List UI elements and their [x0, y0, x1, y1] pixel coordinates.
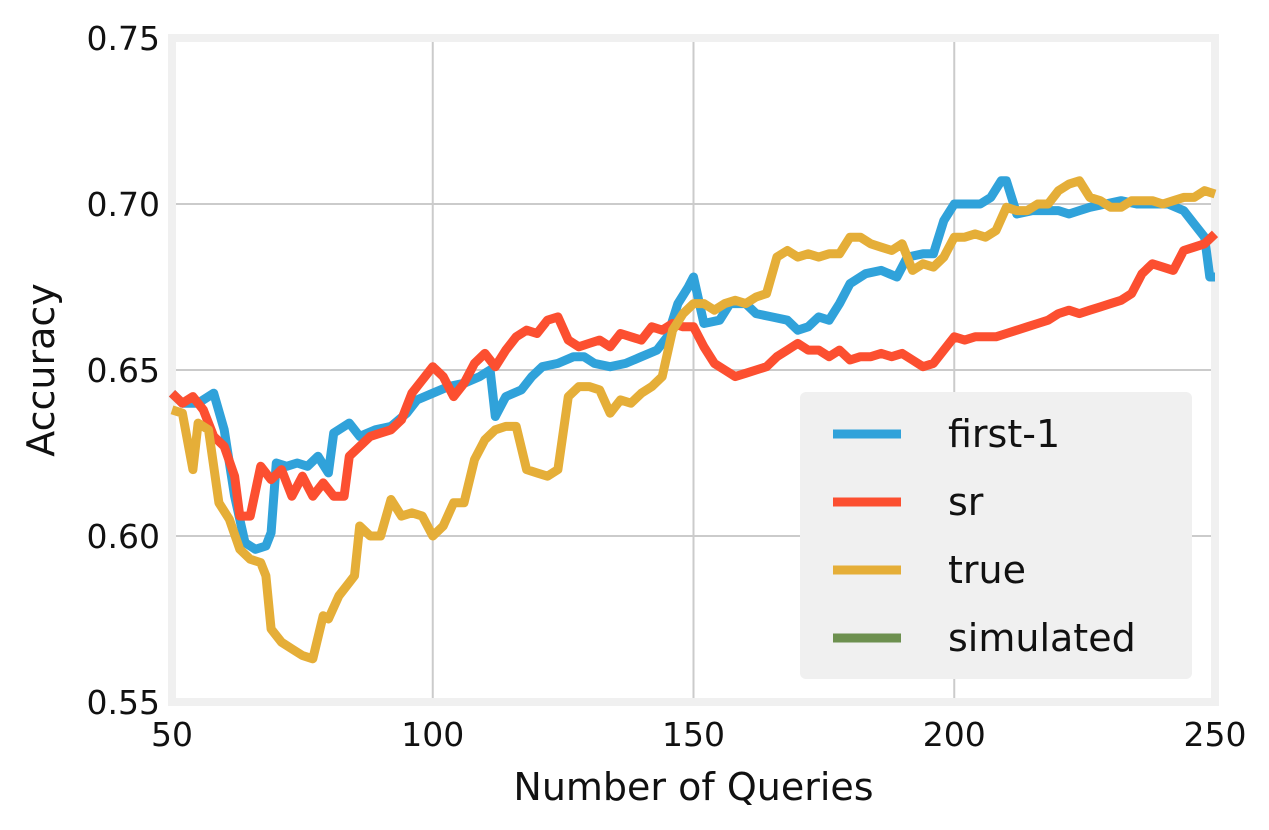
x-tick-label: 150 — [662, 715, 725, 754]
tick-labels: 50 100 150 200 250 0.55 0.60 0.65 0.70 0.75 — [87, 19, 1247, 754]
x-tick-label: 200 — [923, 715, 986, 754]
legend-label-sr: sr — [948, 480, 984, 524]
y-tick-label: 0.55 — [87, 683, 160, 722]
legend: first-1 sr true simulated — [800, 392, 1192, 679]
plot-frame — [168, 34, 1219, 706]
y-tick-label: 0.65 — [87, 351, 160, 390]
series-line-first-1 — [168, 176, 1215, 554]
y-tick-label: 0.60 — [87, 517, 160, 556]
y-axis-label: Accuracy — [19, 283, 63, 457]
y-tick-label: 0.70 — [87, 185, 160, 224]
y-tick-label: 0.75 — [87, 19, 160, 58]
legend-box — [800, 392, 1192, 679]
series-line-true — [170, 176, 1217, 664]
legend-label-simulated: simulated — [948, 616, 1136, 660]
x-tick-label: 250 — [1184, 715, 1247, 754]
x-axis-label: Number of Queries — [513, 765, 873, 809]
legend-label-true: true — [948, 548, 1026, 592]
series-layer — [168, 176, 1219, 664]
legend-label-first-1: first-1 — [948, 412, 1060, 456]
series-line-sr — [168, 230, 1219, 521]
x-tick-label: 50 — [151, 715, 193, 754]
x-tick-label: 100 — [401, 715, 464, 754]
